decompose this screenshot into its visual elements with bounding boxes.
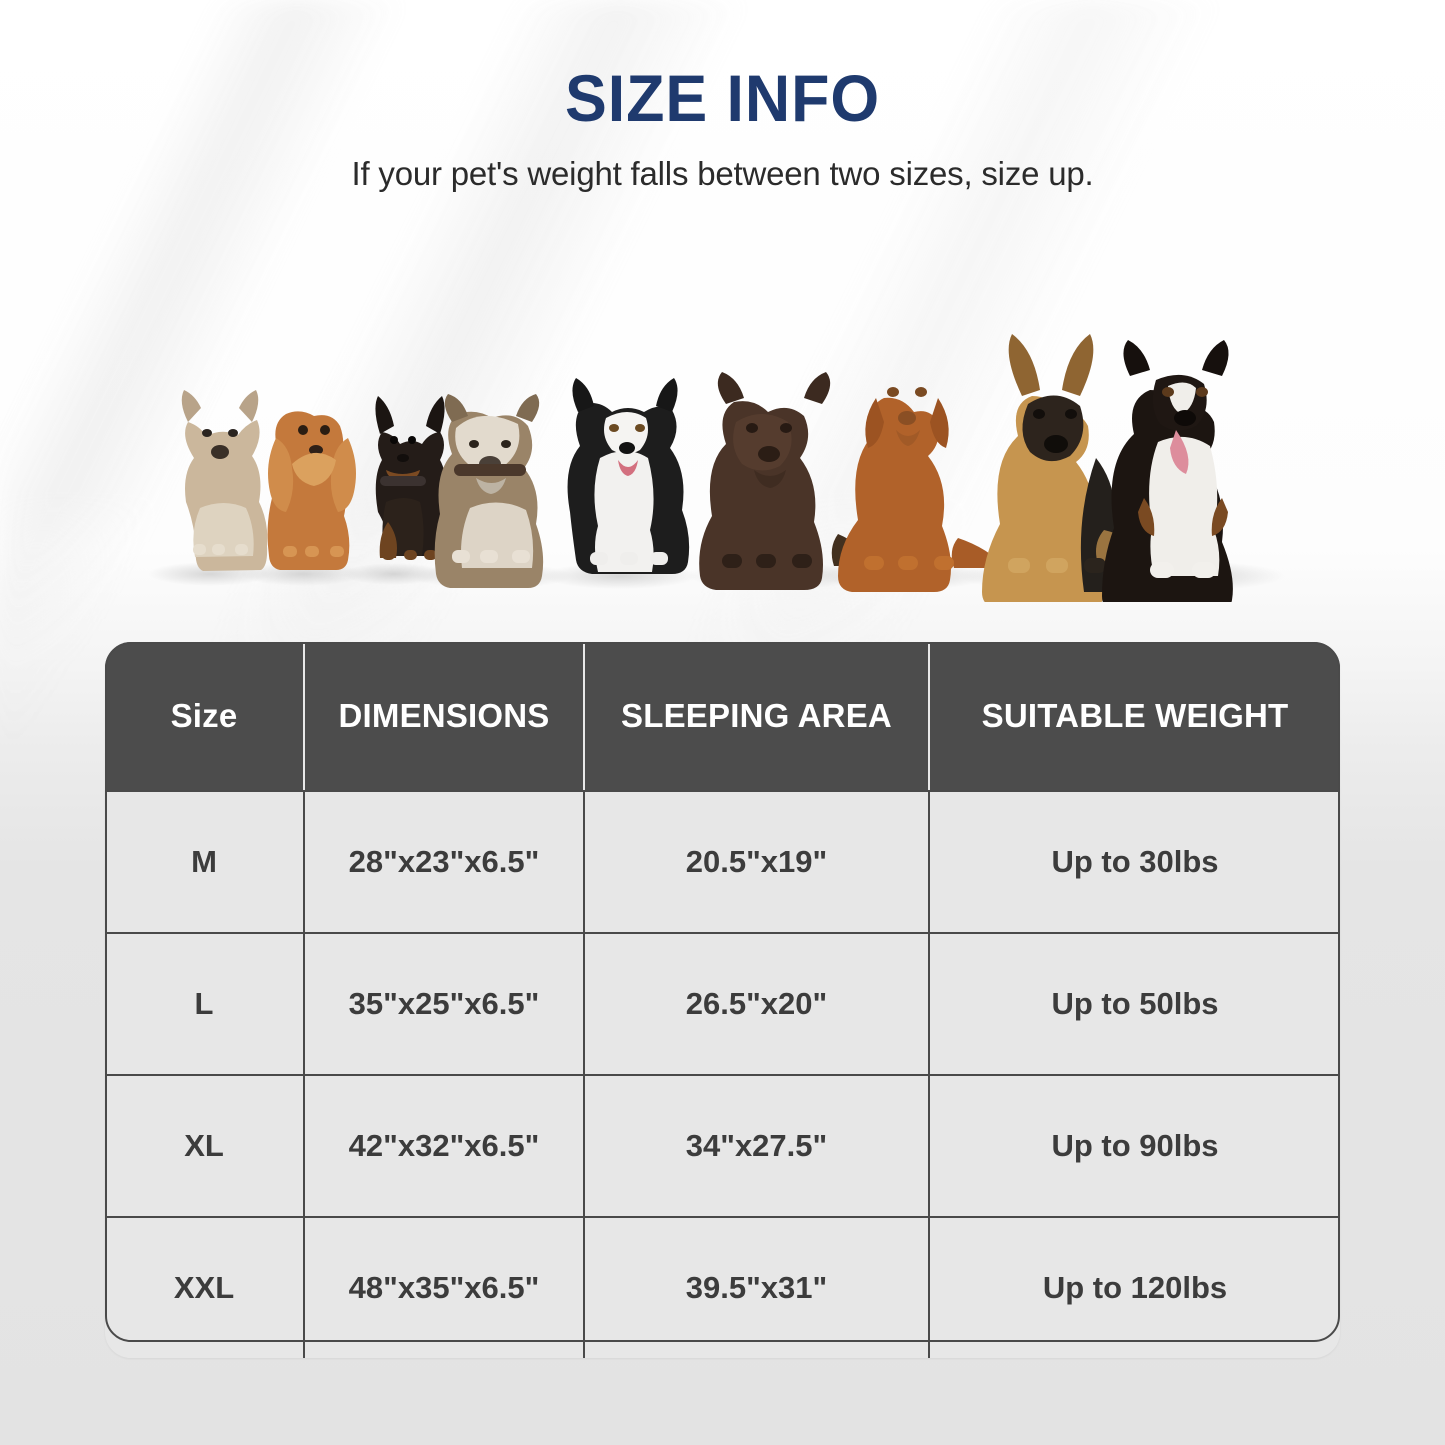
table-row: XXL 48"x35"x6.5" 39.5"x31" Up to 120lbs: [105, 1216, 1340, 1358]
dog-olde-english-bulldogge: [434, 394, 544, 588]
cell-sleeping-area: 26.5"x20": [585, 934, 930, 1074]
cell-dimensions: 48"x35"x6.5": [305, 1218, 585, 1358]
column-header-sleeping-area: SLEEPING AREA: [585, 642, 930, 790]
cell-dimensions: 28"x23"x6.5": [305, 792, 585, 932]
cell-size: L: [105, 934, 305, 1074]
column-header-size: Size: [105, 642, 305, 790]
table-row: L 35"x25"x6.5" 26.5"x20" Up to 50lbs: [105, 932, 1340, 1074]
page-header: SIZE INFO If your pet's weight falls bet…: [0, 0, 1445, 193]
dog-cavalier-spaniel: [267, 411, 356, 570]
dog-bernese-mountain-dog: [1102, 340, 1233, 602]
dog-vizsla: [838, 387, 1006, 592]
cell-dimensions: 35"x25"x6.5": [305, 934, 585, 1074]
dog-french-bulldog: [181, 390, 268, 571]
table-row: M 28"x23"x6.5" 20.5"x19" Up to 30lbs: [105, 790, 1340, 932]
dog-chocolate-labrador: [699, 372, 878, 590]
cell-suitable-weight: Up to 50lbs: [1051, 986, 1219, 1021]
column-header-dimensions: DIMENSIONS: [305, 642, 585, 790]
size-chart-table: Size DIMENSIONS SLEEPING AREA SUITABLE W…: [105, 642, 1340, 1358]
cell-size: XXL: [105, 1218, 305, 1358]
cell-suitable-weight: Up to 90lbs: [1051, 1128, 1219, 1163]
table-row: XL 42"x32"x6.5" 34"x27.5" Up to 90lbs: [105, 1074, 1340, 1216]
cell-suitable-weight: Up to 30lbs: [1051, 844, 1219, 879]
page-subtitle: If your pet's weight falls between two s…: [351, 155, 1094, 193]
dog-miniature-pinscher: [375, 396, 448, 560]
column-header-suitable-weight: SUITABLE WEIGHT: [981, 697, 1289, 734]
cell-suitable-weight: Up to 120lbs: [1042, 1270, 1228, 1305]
cell-dimensions: 42"x32"x6.5": [305, 1076, 585, 1216]
dog-lineup-illustration: [0, 262, 1445, 602]
page-title: SIZE INFO: [564, 61, 881, 135]
dog-lineup-svg: [148, 334, 1285, 602]
table-header-row: Size DIMENSIONS SLEEPING AREA SUITABLE W…: [105, 642, 1340, 790]
cell-sleeping-area: 34"x27.5": [585, 1076, 930, 1216]
dog-border-collie: [567, 378, 690, 574]
cell-size: XL: [105, 1076, 305, 1216]
cell-sleeping-area: 39.5"x31": [585, 1218, 930, 1358]
cell-size: M: [105, 792, 305, 932]
cell-sleeping-area: 20.5"x19": [585, 792, 930, 932]
